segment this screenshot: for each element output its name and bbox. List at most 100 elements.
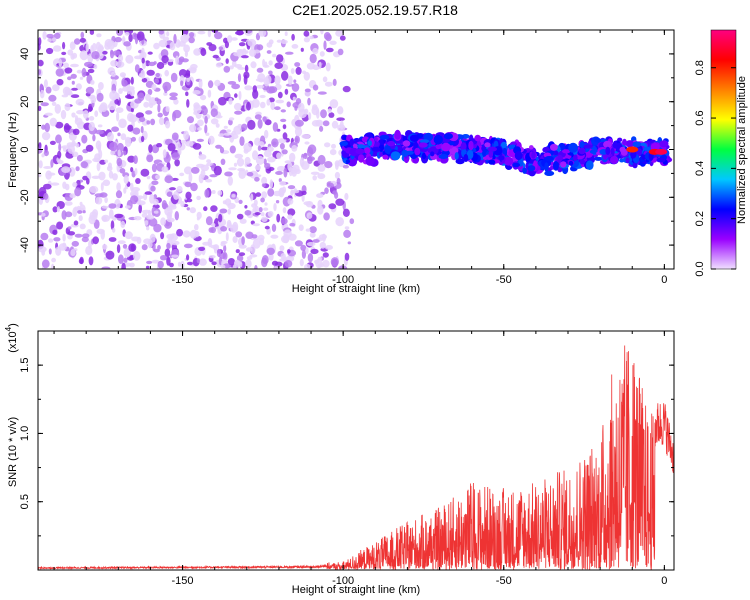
spectrogram-noise-blob — [85, 144, 94, 152]
snr-plot-area — [38, 331, 674, 570]
spectrogram-band-blob — [414, 147, 421, 156]
spectrogram-noise-blob — [56, 221, 64, 230]
spectrogram-noise-blob — [151, 206, 157, 216]
spectrogram-noise-blob — [244, 50, 249, 54]
spectrogram-noise-blob — [238, 199, 243, 204]
spectrogram-band-blob — [371, 146, 381, 152]
spectrogram-noise-blob — [234, 93, 238, 98]
spectrogram-noise-blob — [62, 41, 66, 50]
spectrogram-band-blob — [463, 154, 469, 162]
spectrogram-noise-blob — [127, 86, 135, 91]
spectrogram-noise-blob — [189, 229, 198, 239]
spectrogram-noise-blob — [52, 84, 60, 92]
spectrogram-noise-blob — [39, 89, 45, 99]
spectrogram-noise-blob — [241, 55, 249, 59]
spectrogram-noise-blob — [175, 55, 180, 65]
spectrogram-noise-blob — [108, 102, 117, 111]
spectrogram-noise-blob — [303, 30, 310, 37]
spectrogram-noise-blob — [255, 192, 262, 197]
spectrogram-noise-blob — [324, 81, 333, 87]
spectrogram-band-blob — [488, 150, 494, 158]
spectrogram-noise-blob — [160, 217, 167, 226]
colorbar-tick: 0.8 — [694, 60, 736, 75]
spectrogram-noise-blob — [204, 189, 210, 198]
spectrogram-noise-blob — [114, 36, 122, 43]
spectrogram-noise-blob — [164, 248, 171, 258]
spectrogram-noise-blob — [43, 183, 52, 190]
spectrogram-noise-blob — [274, 106, 281, 111]
spectrogram-noise-blob — [79, 37, 86, 43]
spectrogram-noise-blob — [241, 123, 248, 131]
spectrogram-noise-blob — [79, 50, 89, 61]
spectrogram-noise-blob — [263, 150, 272, 158]
spectrogram-noise-blob — [111, 126, 119, 132]
spectrogram-noise-blob — [85, 86, 95, 94]
spectrogram-noise-blob — [122, 244, 128, 249]
spectrogram-noise-blob — [236, 254, 244, 262]
spectrogram-noise-blob — [244, 64, 249, 73]
spectrogram-noise-blob — [152, 198, 159, 206]
spectrogram-noise-blob — [92, 157, 101, 163]
page-title: C2E1.2025.052.19.57.R18 — [292, 2, 458, 18]
spectrogram-noise-blob — [109, 141, 118, 152]
spectrogram-noise-blob — [233, 259, 241, 267]
spectrogram-noise-blob — [50, 182, 60, 186]
spectrogram-noise-blob — [283, 229, 292, 238]
spectrogram-noise-blob — [181, 58, 189, 63]
spectrogram-noise-blob — [319, 241, 326, 249]
spectrogram-noise-blob — [329, 149, 337, 156]
spectrogram-band-blob — [474, 134, 482, 142]
spectrogram-noise-blob — [117, 132, 121, 137]
spectrogram-noise-blob — [233, 102, 242, 111]
spectrogram-noise-blob — [304, 88, 311, 93]
spectrogram-noise-blob — [200, 94, 207, 101]
spectrogram-noise-blob — [146, 69, 155, 76]
spectrogram-noise-blob — [245, 30, 253, 34]
spectrogram-noise-blob — [99, 102, 108, 113]
spectrogram-noise-blob — [326, 182, 334, 188]
spectrogram-noise-blob — [38, 160, 43, 169]
spectrogram-noise-blob — [123, 150, 127, 156]
spectrogram-band-blob — [345, 159, 351, 164]
spectrogram-noise-blob — [64, 125, 72, 130]
spectrogram-noise-blob — [291, 145, 298, 152]
spectrogram-noise-blob — [255, 155, 265, 165]
spectrogram-noise-blob — [207, 30, 212, 38]
spectrogram-noise-blob — [223, 132, 231, 136]
spectrogram-noise-blob — [272, 122, 279, 132]
spectrogram-noise-blob — [51, 257, 56, 263]
spectrogram-noise-blob — [264, 202, 268, 206]
spectrogram-noise-blob — [224, 171, 233, 177]
spectrogram-noise-blob — [229, 145, 236, 154]
spectrogram-noise-blob — [130, 167, 134, 173]
spectrogram-noise-blob — [117, 240, 126, 245]
spectrogram-noise-blob — [96, 92, 104, 102]
spectrogram-noise-blob — [250, 193, 254, 202]
spectrogram-noise-blob — [211, 261, 217, 266]
spectrogram-band-blob — [349, 147, 359, 157]
spectrogram-noise-blob — [157, 103, 161, 113]
spectrogram-noise-blob — [220, 226, 228, 232]
spectrogram-noise-blob — [210, 244, 218, 249]
spectrogram-noise-blob — [342, 85, 351, 93]
spectrogram-noise-blob — [64, 211, 73, 218]
spectrogram-noise-blob — [185, 140, 194, 147]
spectrogram-noise-blob — [60, 109, 67, 120]
spectrogram-noise-blob — [70, 94, 80, 98]
spectrogram-noise-blob — [312, 175, 318, 181]
spectrogram-noise-blob — [235, 231, 243, 238]
spectrogram-noise-blob — [307, 253, 314, 263]
spectrogram-noise-blob — [141, 244, 148, 251]
spectrogram-noise-blob — [88, 116, 95, 121]
spectrogram-band-blob — [454, 152, 459, 160]
spectrogram-noise-blob — [153, 223, 162, 233]
spectrogram-noise-blob — [107, 67, 116, 76]
spectrogram-band-blob — [390, 151, 401, 161]
spectrogram-noise-blob — [236, 157, 245, 167]
spectrogram-noise-blob — [102, 244, 108, 250]
spectrogram-noise-blob — [176, 228, 184, 237]
spectrogram-noise-blob — [167, 143, 176, 152]
spectrogram-noise-blob — [214, 79, 221, 87]
spectrogram-noise-blob — [101, 216, 107, 222]
spectrogram-noise-blob — [298, 224, 304, 231]
